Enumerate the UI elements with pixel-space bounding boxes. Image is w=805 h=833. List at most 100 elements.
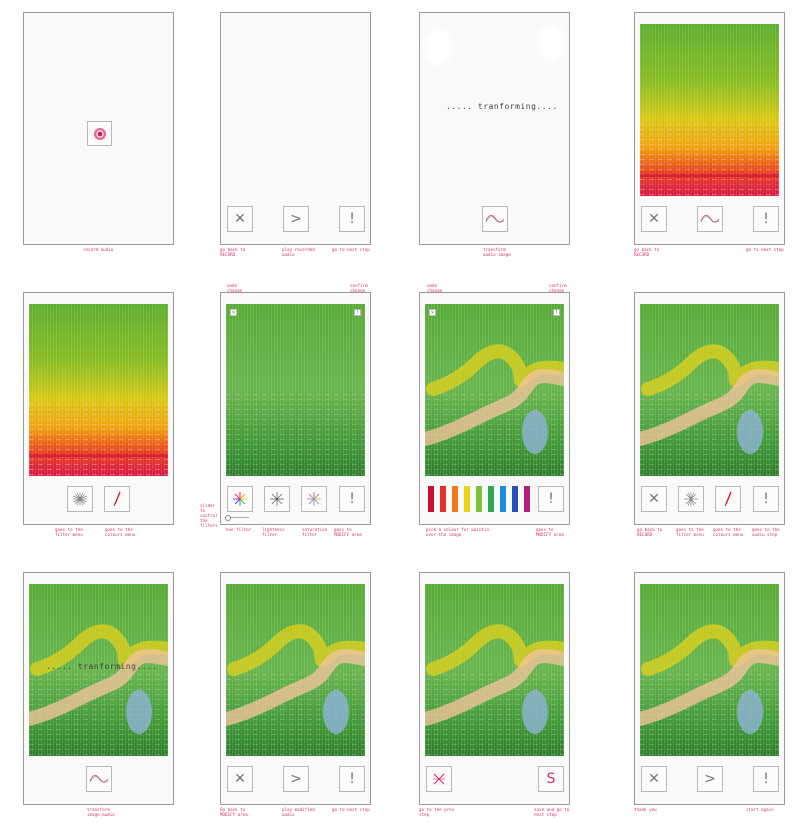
slider-knob[interactable]	[225, 515, 231, 521]
prev-step-button[interactable]	[426, 766, 452, 792]
colour-swatch[interactable]	[512, 486, 518, 512]
restart-button[interactable]: !	[753, 766, 779, 792]
painted-spectrogram	[425, 304, 564, 476]
colours-menu-button[interactable]	[104, 486, 130, 512]
screen-play-modified: ✕ > !	[220, 572, 371, 805]
caption-back-record: go back to RECORD	[637, 527, 663, 537]
caption-play-modified: play modified audio	[282, 807, 315, 817]
play-button[interactable]: >	[697, 766, 723, 792]
spectrogram-image	[29, 304, 168, 476]
filter-slider[interactable]	[225, 515, 249, 521]
caption-undo-change: undo change	[427, 283, 443, 293]
painted-spectrogram	[640, 584, 779, 756]
colour-swatch[interactable]	[500, 486, 506, 512]
caption-confirm-change: confirm change	[350, 283, 368, 293]
transforming-label: ..... tranforming....	[46, 662, 158, 671]
spectrogram-image	[226, 304, 365, 476]
next-button[interactable]: !	[339, 486, 365, 512]
play-button[interactable]: >	[283, 206, 309, 232]
saturation-filter-button[interactable]	[301, 486, 327, 512]
screen-transforming: ..... tranforming....	[419, 12, 570, 245]
record-button[interactable]	[87, 121, 112, 146]
caption-prev-step: go to the prev step	[419, 807, 455, 817]
caption-back-record: go back to RECORD	[220, 247, 246, 257]
loading-blob-right	[540, 27, 562, 59]
back-button[interactable]: ✕	[641, 766, 667, 792]
caption-transform-image-audio: transform image-audio	[87, 807, 115, 817]
screen-done: ✕ > !	[634, 572, 785, 805]
caption-pick-colour: pick a colour for paintin over the image	[426, 527, 490, 537]
transforming-label: ..... tranforming....	[446, 102, 558, 111]
painted-spectrogram	[425, 584, 564, 756]
colour-swatch[interactable]	[440, 486, 446, 512]
waveform-icon	[485, 214, 505, 223]
colour-swatch[interactable]	[476, 486, 482, 512]
sunburst-icon	[73, 492, 87, 506]
loading-blob-left	[427, 31, 449, 63]
transform-image-audio-button[interactable]	[86, 766, 112, 792]
undo-button[interactable]: ✕	[230, 309, 237, 316]
caption-saturation-filter: saturation filter	[302, 527, 328, 537]
waveform-icon	[700, 214, 720, 223]
next-button[interactable]: !	[753, 486, 779, 512]
back-button[interactable]: ✕	[227, 206, 253, 232]
next-button[interactable]: !	[339, 206, 365, 232]
transform-audio-image-button[interactable]	[482, 206, 508, 232]
caption-play-recorded: play recorded audio	[282, 247, 315, 257]
screen-save: S	[419, 572, 570, 805]
painted-spectrogram	[29, 584, 168, 756]
filter-menu-button[interactable]	[67, 486, 93, 512]
colour-swatch[interactable]	[428, 486, 434, 512]
next-button[interactable]: !	[339, 766, 365, 792]
lightness-filter-button[interactable]	[264, 486, 290, 512]
record-icon	[93, 127, 106, 140]
screen-record	[23, 12, 174, 245]
sunburst-icon	[684, 492, 698, 506]
transform-button[interactable]	[697, 206, 723, 232]
caption-thank-you: thank you	[634, 807, 657, 812]
caption-lightness-filter: lightness filter	[262, 527, 285, 537]
caption-undo-change: undo change	[227, 283, 243, 293]
back-button[interactable]: ✕	[641, 206, 667, 232]
back-button[interactable]: ✕	[641, 486, 667, 512]
painted-spectrogram	[226, 584, 365, 756]
discard-icon	[433, 773, 445, 785]
screen-transforming-image: ..... tranforming....	[23, 572, 174, 805]
caption-slider-filters: slider to control the filters	[200, 503, 218, 528]
caption-start-again: start again	[746, 807, 774, 812]
caption-back-modify: Go back to MODIFY area	[220, 807, 248, 817]
confirm-button[interactable]: !	[354, 309, 361, 316]
next-button[interactable]: !	[753, 206, 779, 232]
caption-filter-menu: goes to the filter menu	[676, 527, 704, 537]
caption-modify-area: goes to MODIFY area	[334, 527, 362, 537]
undo-button[interactable]: ✕	[429, 309, 436, 316]
screen-modify-menu	[23, 292, 174, 525]
caption-save-next: save and go to next step	[534, 807, 570, 817]
waveform-icon	[89, 774, 109, 783]
caption-record-audio: record audio	[83, 247, 114, 252]
caption-next-step: go to next step	[332, 247, 370, 252]
colour-swatch[interactable]	[524, 486, 530, 512]
colour-swatch[interactable]	[464, 486, 470, 512]
lightness-icon	[270, 492, 284, 506]
caption-hue-filter: hue filter	[226, 527, 252, 532]
brush-icon	[724, 491, 732, 507]
brush-icon	[113, 491, 121, 507]
caption-audio-step: goes to the audio step	[752, 527, 780, 537]
filter-menu-button[interactable]	[678, 486, 704, 512]
save-button[interactable]: S	[538, 766, 564, 792]
colour-swatch[interactable]	[452, 486, 458, 512]
screen-colours: ✕ ! !	[419, 292, 570, 525]
screen-filters: ✕ ! !	[220, 292, 371, 525]
confirm-button[interactable]: !	[553, 309, 560, 316]
caption-filter-menu: goes to the filter menu	[55, 527, 83, 537]
play-button[interactable]: >	[283, 766, 309, 792]
back-button[interactable]: ✕	[227, 766, 253, 792]
hue-filter-button[interactable]	[227, 486, 253, 512]
colours-menu-button[interactable]	[715, 486, 741, 512]
next-button[interactable]: !	[538, 486, 564, 512]
screen-modify-area: ✕ !	[634, 292, 785, 525]
caption-next-step: go to next step	[746, 247, 784, 252]
caption-colours-menu: goes to the colours menu	[713, 527, 744, 537]
colour-swatch[interactable]	[488, 486, 494, 512]
